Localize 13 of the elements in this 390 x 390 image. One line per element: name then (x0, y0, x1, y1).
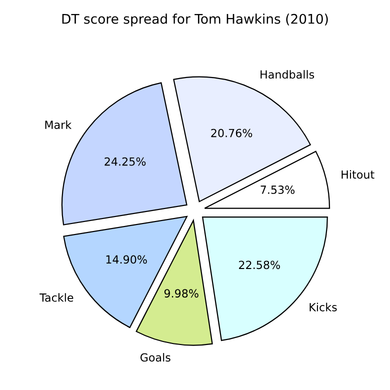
data-label: 24.25% (104, 157, 146, 166)
chart-title: DT score spread for Tom Hawkins (2010) (62, 14, 328, 26)
slice-label: Kicks (310, 302, 337, 312)
slice-label: Goals (140, 353, 170, 362)
slice-label: Hitout (342, 170, 374, 179)
data-label: 20.76% (211, 128, 252, 138)
data-label: 9.98% (164, 289, 198, 298)
slice-label: Handballs (260, 70, 314, 79)
data-label: 14.90% (106, 255, 147, 264)
slice-label: Mark (45, 120, 72, 129)
data-label: 7.53% (260, 186, 295, 194)
data-label: 22.58% (239, 260, 280, 270)
slice-label: Tackle (40, 293, 74, 302)
